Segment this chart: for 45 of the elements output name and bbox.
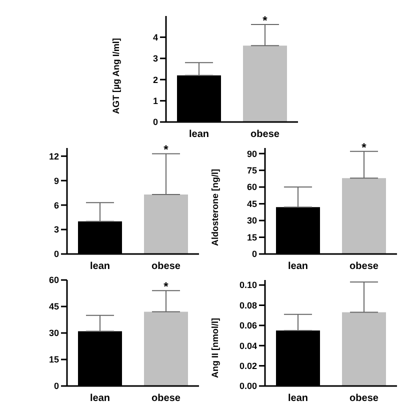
y-tick-label: 60 xyxy=(246,182,257,192)
y-tick-label: 60 xyxy=(48,275,59,286)
annotation: * xyxy=(164,280,169,294)
x-tick-label: lean xyxy=(90,393,110,404)
x-tick-label: lean xyxy=(188,129,210,140)
annotation: * xyxy=(262,13,268,28)
y-tick-label: 30 xyxy=(48,328,59,338)
y-tick-label: 0.00 xyxy=(239,381,257,392)
y-axis-title: Ang II [nmol/l] xyxy=(210,318,220,378)
annotation: * xyxy=(362,140,367,154)
y-tick-label: 4 xyxy=(152,32,158,42)
x-tick-label: lean xyxy=(288,393,308,404)
y-tick-label: 0 xyxy=(54,249,59,260)
y-tick-label: 45 xyxy=(246,198,257,209)
y-tick-label: 75 xyxy=(246,166,257,176)
y-tick-label: 1 xyxy=(152,96,158,106)
y-tick-label: 0 xyxy=(54,381,59,392)
y-tick-label: 0.06 xyxy=(239,320,257,331)
x-tick-label: obese xyxy=(250,129,280,140)
y-tick-label: 15 xyxy=(48,354,59,365)
x-tick-label: obese xyxy=(152,261,181,272)
annotation: * xyxy=(164,142,169,157)
y-tick-label: 30 xyxy=(246,216,257,226)
y-tick-label: 90 xyxy=(246,148,257,159)
x-tick-label: obese xyxy=(350,261,379,272)
y-tick-label: 0.10 xyxy=(239,280,257,290)
y-axis-title: AGT [µg Ang I/ml] xyxy=(111,38,122,114)
y-axis-title: Aldosterone [ng/l] xyxy=(210,169,220,246)
y-tick-label: 0.04 xyxy=(239,340,257,351)
y-tick-label: 3 xyxy=(152,54,158,64)
y-tick-label: 0.08 xyxy=(239,300,257,310)
y-tick-label: 45 xyxy=(48,302,59,312)
y-tick-label: 9 xyxy=(54,176,59,186)
y-tick-label: 0 xyxy=(252,249,257,260)
y-tick-label: 3 xyxy=(54,224,59,235)
y-tick-label: 0.02 xyxy=(239,361,257,372)
y-tick-label: 15 xyxy=(246,232,257,242)
y-tick-label: 0 xyxy=(152,117,158,128)
y-tick-label: 12 xyxy=(48,151,59,162)
x-tick-label: lean xyxy=(90,261,110,272)
y-tick-label: 6 xyxy=(54,200,59,210)
x-tick-label: obese xyxy=(350,393,379,404)
y-tick-label: 2 xyxy=(152,74,158,85)
x-tick-label: lean xyxy=(288,261,308,272)
x-tick-label: obese xyxy=(152,393,181,404)
